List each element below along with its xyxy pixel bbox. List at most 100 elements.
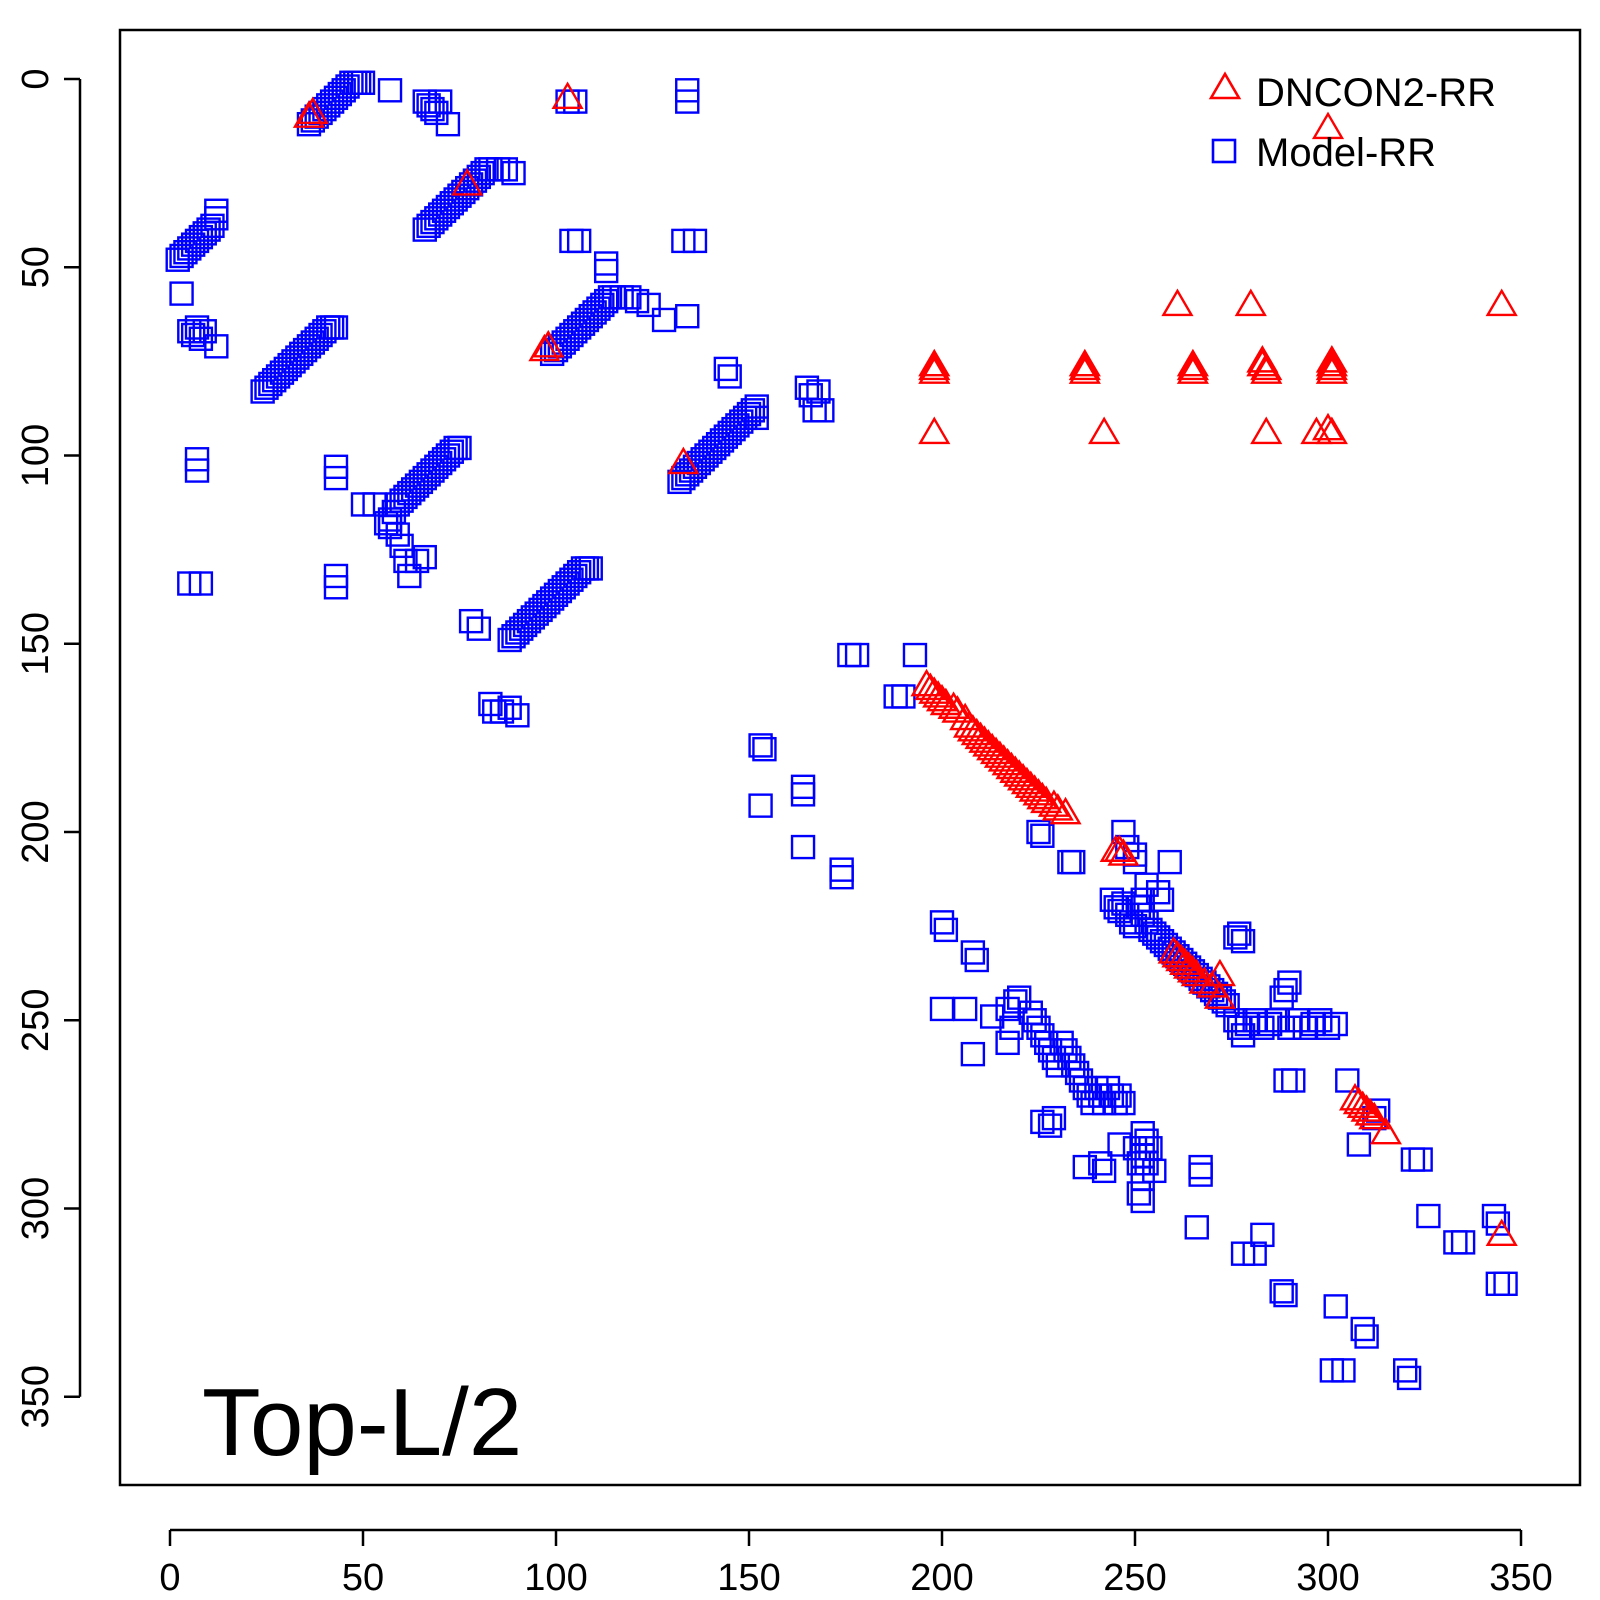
model-rr-point [184, 458, 210, 483]
dncon2-rr-point [1354, 1097, 1387, 1126]
model-rr-point [1061, 849, 1086, 875]
model-rr-point [200, 213, 225, 239]
model-rr-point [736, 401, 762, 427]
model-rr-point [1250, 1222, 1275, 1248]
model-rr-point [790, 834, 816, 860]
dncon2-rr-point [1176, 356, 1209, 384]
model-rr-point [1323, 1294, 1348, 1319]
dncon2-rr-point [1165, 943, 1198, 972]
model-rr-point [810, 398, 835, 423]
model-rr-point [563, 89, 588, 114]
model-rr-point [1493, 1271, 1518, 1297]
dncon2-rr-point [1014, 770, 1047, 799]
model-rr-point [420, 96, 445, 122]
dncon2-rr-point [1342, 1086, 1375, 1115]
dncon2-rr-point [1103, 834, 1136, 863]
dncon2-rr-point [972, 729, 1005, 757]
dncon2-rr-point [1003, 759, 1036, 787]
dncon2-rr-point [918, 352, 951, 381]
model-rr-point [505, 703, 530, 728]
dncon2-rr-point [1485, 288, 1518, 317]
dncon2-rr-point [1188, 966, 1221, 994]
model-rr-point [829, 857, 854, 882]
model-rr-point [636, 292, 661, 318]
dncon2-rr-point [952, 710, 986, 738]
model-rr-point [891, 684, 916, 709]
model-rr-point [1157, 849, 1182, 875]
model-rr-point [458, 608, 484, 634]
model-rr-point [593, 258, 619, 284]
model-rr-point [1400, 1147, 1426, 1172]
model-rr-point [929, 910, 955, 935]
model-rr-point [952, 996, 978, 1022]
model-rr-point [1308, 1008, 1333, 1033]
model-rr-point [1273, 1068, 1298, 1093]
model-rr-point [1408, 1147, 1433, 1172]
model-rr-point [1485, 1271, 1511, 1297]
model-rr-point [748, 733, 773, 758]
dncon2-rr-point [999, 755, 1032, 783]
dncon2-rr-point [1176, 954, 1209, 983]
model-rr-point [169, 281, 194, 306]
dncon2-rr-point [451, 168, 484, 196]
model-rr-point [1130, 1188, 1155, 1214]
dncon2-rr-point [1180, 958, 1213, 987]
model-rr-point [1091, 1158, 1117, 1184]
model-rr-point [1485, 1211, 1511, 1236]
dncon2-rr-point [1346, 1090, 1379, 1119]
dncon2-rr-point [1350, 1094, 1383, 1122]
dncon2-rr-point [1485, 1218, 1518, 1247]
model-rr-point [1145, 880, 1171, 905]
dncon2-rr-point [964, 721, 997, 750]
dncon2-rr-point [918, 348, 951, 377]
model-rr-point [188, 571, 214, 596]
model-rr-point [1230, 928, 1256, 954]
dncon2-rr-point [1176, 352, 1209, 381]
dncon2-rr-point [1315, 416, 1348, 445]
dncon2-rr-point [914, 672, 947, 701]
model-rr-point [593, 251, 619, 276]
model-rr-point [844, 642, 870, 668]
dncon2-rr-point [1300, 416, 1333, 445]
dncon2-rr-point [1157, 936, 1190, 964]
model-rr-point [323, 315, 349, 340]
model-rr-point [1416, 1203, 1441, 1229]
dncon2-rr-point [979, 736, 1013, 765]
plot-frame [118, 28, 1582, 1487]
y-tick-label: 100 [15, 424, 57, 487]
model-rr-point [412, 544, 437, 570]
model-rr-point [740, 398, 766, 423]
model-rr-point [204, 198, 229, 223]
x-tick-label: 250 [1103, 1557, 1166, 1599]
dncon2-rr-point [918, 356, 951, 384]
model-rr-point [1072, 1154, 1098, 1180]
model-rr-point [1142, 1158, 1167, 1184]
dncon2-rr-point [960, 717, 993, 746]
model-rr-point [578, 556, 603, 581]
model-rr-point [1450, 1230, 1476, 1255]
dncon2-rr-point [1250, 416, 1283, 445]
model-rr-point [1257, 1011, 1283, 1037]
model-rr-point [1354, 1324, 1379, 1349]
dncon2-rr-point [1358, 1101, 1391, 1130]
dncon2-rr-point [956, 713, 989, 742]
model-rr-point [1273, 977, 1298, 1003]
dncon2-rr-point [929, 687, 962, 716]
dncon2-rr-point [1203, 981, 1237, 1009]
dncon2-rr-point [1018, 774, 1051, 802]
model-rr-point [1250, 1015, 1275, 1040]
dncon2-rr-point [1315, 348, 1348, 377]
model-rr-point [1331, 1358, 1356, 1383]
model-rr-point [323, 465, 349, 491]
dncon2-rr-point [918, 416, 951, 445]
model-rr-point [682, 228, 708, 254]
x-tick-label: 50 [342, 1557, 384, 1599]
model-rr-point [555, 89, 580, 114]
model-rr-point [501, 160, 526, 186]
dncon2-rr-point [1338, 1082, 1372, 1111]
model-rr-point [497, 695, 522, 720]
dncon2-rr-point [1161, 288, 1194, 317]
model-rr-point [1443, 1230, 1468, 1255]
dncon2-rr-point [292, 100, 326, 128]
dncon2-rr-point [941, 695, 974, 723]
